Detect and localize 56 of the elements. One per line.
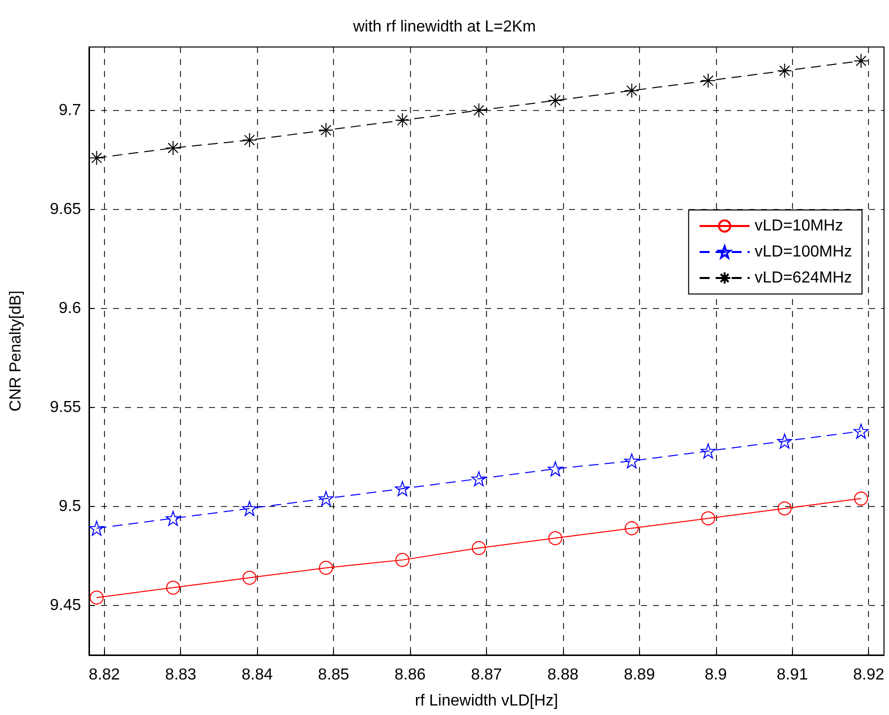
point	[700, 73, 716, 88]
point	[777, 434, 792, 449]
x-tick-label: 8.87	[470, 666, 502, 684]
point	[624, 453, 640, 468]
legend-label: vLD=624MHz	[754, 270, 852, 286]
y-tick-label: 9.65	[50, 200, 82, 218]
x-tick-label: 8.86	[394, 666, 426, 684]
point	[242, 132, 258, 148]
point	[777, 63, 792, 78]
y-tick-label: 9.7	[58, 102, 82, 119]
y-tick-label: 9.45	[50, 596, 82, 614]
point	[472, 541, 486, 556]
point	[701, 511, 716, 526]
chart-title: with rf linewidth at L=2Km	[352, 18, 536, 36]
x-tick-label: 8.84	[242, 666, 273, 684]
point	[166, 510, 181, 526]
point	[394, 112, 410, 128]
point	[624, 521, 639, 536]
point	[242, 500, 258, 516]
legend-label: vLD=10MHz	[754, 218, 844, 234]
x-axis-title: rf Linewidth vLD[Hz]	[414, 692, 558, 710]
point	[854, 424, 869, 439]
point	[166, 580, 180, 595]
y-tick-label: 9.5	[58, 498, 82, 515]
x-tick-label: 8.85	[318, 666, 350, 684]
y-tick-label: 9.6	[58, 300, 82, 317]
point	[624, 83, 640, 98]
point	[548, 531, 562, 546]
point	[471, 471, 486, 486]
point	[89, 150, 104, 166]
x-tick-label: 8.92	[853, 666, 884, 684]
x-tick-label: 8.91	[776, 666, 808, 684]
point	[854, 492, 868, 506]
point	[548, 461, 563, 476]
point	[89, 520, 104, 536]
point	[242, 570, 257, 585]
point	[471, 102, 486, 118]
point	[778, 501, 792, 516]
x-tick-label: 8.82	[88, 666, 120, 684]
point	[394, 481, 410, 496]
x-tick-label: 8.9	[704, 666, 728, 684]
x-tick-label: 8.88	[547, 666, 579, 684]
x-tick-label: 8.89	[624, 666, 656, 684]
point	[90, 590, 104, 605]
point	[318, 122, 334, 138]
point	[854, 53, 869, 68]
y-axis-title: CNR Penalty[dB]	[8, 290, 24, 412]
point	[700, 444, 716, 459]
point	[318, 491, 334, 506]
x-tick-label: 8.83	[165, 666, 196, 684]
legend-label: vLD=100MHz	[754, 244, 852, 260]
point	[166, 140, 181, 156]
point	[318, 560, 333, 575]
y-tick-label: 9.55	[50, 398, 82, 416]
point	[395, 552, 410, 567]
point	[548, 92, 563, 108]
